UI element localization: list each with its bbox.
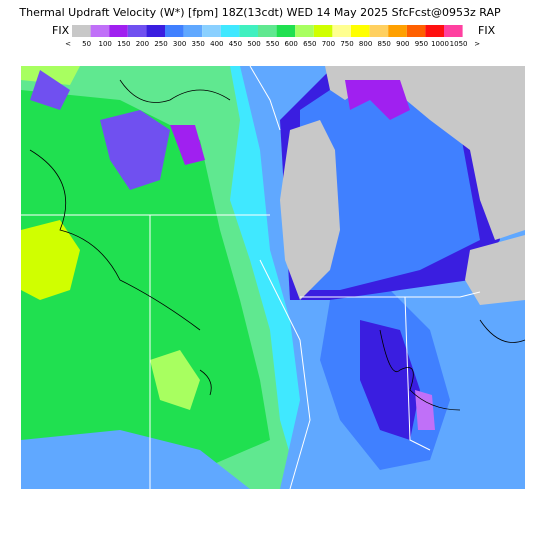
legend-label: 900 bbox=[396, 40, 409, 48]
blue-region bbox=[300, 80, 480, 290]
legend-label: < bbox=[65, 40, 71, 48]
legend-swatch bbox=[146, 25, 165, 37]
legend-label: 400 bbox=[210, 40, 223, 48]
fix-right: FIX bbox=[478, 24, 496, 37]
legend-swatch bbox=[183, 25, 203, 37]
legend-label: 750 bbox=[340, 40, 353, 48]
legend-swatch bbox=[332, 25, 351, 37]
state-borders bbox=[21, 65, 481, 490]
color-legend: <50 100 150 200 250 300 350 400 450 500 550 600 650 7… bbox=[65, 25, 480, 48]
purple-region bbox=[415, 390, 435, 430]
legend-label: 700 bbox=[322, 40, 335, 48]
legend-swatch bbox=[313, 25, 333, 37]
legend-swatch bbox=[444, 25, 463, 37]
legend-swatch bbox=[369, 25, 389, 37]
contour-lines bbox=[29, 79, 526, 411]
blue-region bbox=[21, 430, 250, 489]
legend-label: > bbox=[474, 40, 480, 48]
legend-swatch bbox=[295, 25, 314, 37]
legend-swatch bbox=[425, 25, 444, 37]
yellow-region bbox=[150, 350, 200, 410]
legend-swatch bbox=[239, 25, 258, 37]
legend-swatch bbox=[72, 25, 91, 37]
legend-swatch bbox=[109, 25, 128, 37]
yellow-region bbox=[21, 220, 80, 300]
legend-swatch bbox=[90, 25, 110, 37]
map bbox=[21, 65, 526, 490]
lake-erie bbox=[465, 235, 525, 305]
land-gray bbox=[325, 66, 525, 240]
legend-label: 550 bbox=[266, 40, 279, 48]
legend-label: 650 bbox=[303, 40, 316, 48]
legend-swatch bbox=[165, 25, 184, 37]
purple-region bbox=[170, 125, 205, 165]
legend-label: 100 bbox=[99, 40, 112, 48]
lake-michigan bbox=[280, 120, 340, 300]
title: Thermal Updraft Velocity (W*) [fpm] 18Z(… bbox=[18, 6, 501, 19]
legend-swatch bbox=[258, 25, 277, 37]
legend-label: 600 bbox=[285, 40, 298, 48]
legend-swatch bbox=[127, 25, 147, 37]
legend-label: 150 bbox=[117, 40, 130, 48]
legend-swatch bbox=[351, 25, 370, 37]
legend-swatch bbox=[220, 25, 240, 37]
legend-swatch bbox=[276, 25, 296, 37]
legend-label: 200 bbox=[136, 40, 149, 48]
legend-swatch bbox=[202, 25, 221, 37]
legend-label: 1050 bbox=[450, 40, 468, 48]
legend-label: 350 bbox=[192, 40, 205, 48]
green-region bbox=[21, 90, 270, 489]
legend-swatch bbox=[388, 25, 407, 37]
legend-label: 50 bbox=[82, 40, 91, 48]
legend-swatch bbox=[406, 25, 426, 37]
legend-label: 1000 bbox=[431, 40, 449, 48]
purple-region bbox=[100, 110, 170, 190]
legend-label: 850 bbox=[378, 40, 391, 48]
purple-region bbox=[345, 80, 410, 120]
fix-left: FIX bbox=[52, 24, 70, 37]
yellow-region bbox=[21, 66, 80, 85]
legend-label: 800 bbox=[359, 40, 372, 48]
legend-label: 950 bbox=[415, 40, 428, 48]
legend-label: 450 bbox=[229, 40, 242, 48]
legend-label: 500 bbox=[247, 40, 260, 48]
legend-label: 300 bbox=[173, 40, 186, 48]
purple-region bbox=[30, 70, 70, 110]
legend-label: 250 bbox=[154, 40, 167, 48]
purple-region bbox=[360, 320, 420, 440]
